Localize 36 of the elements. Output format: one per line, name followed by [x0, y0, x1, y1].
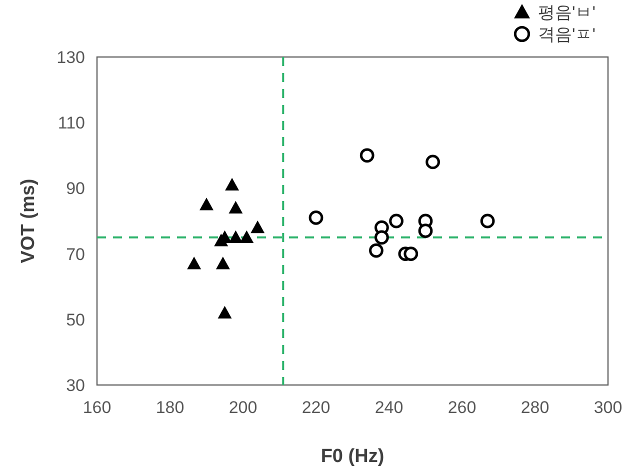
- x-tick-label: 200: [228, 398, 258, 417]
- point: [187, 256, 202, 270]
- x-tick-label: 260: [448, 398, 476, 417]
- point: [228, 230, 243, 243]
- point: [225, 178, 240, 191]
- point: [200, 198, 214, 210]
- point: [418, 224, 433, 238]
- point: [360, 148, 374, 163]
- point: [480, 214, 495, 228]
- x-tick-label: 280: [520, 398, 550, 417]
- y-tick-label: 130: [56, 48, 85, 67]
- point: [426, 154, 440, 170]
- point: [369, 243, 384, 258]
- point: [250, 220, 265, 234]
- x-tick-label: 300: [594, 398, 622, 417]
- x-tick-label: 240: [374, 398, 404, 417]
- x-axis-title: F0 (Hz): [320, 446, 384, 467]
- x-tick-label: 220: [302, 398, 330, 417]
- x-tick-label: 180: [156, 398, 184, 417]
- point: [228, 200, 243, 214]
- y-tick-label: 30: [66, 376, 85, 395]
- y-axis-title: VOT (ms): [18, 178, 39, 264]
- point: [389, 214, 404, 228]
- point: [216, 256, 230, 270]
- y-tick-label: 90: [66, 179, 85, 198]
- point: [240, 230, 254, 243]
- point: [308, 210, 324, 225]
- y-tick-label: 110: [58, 114, 85, 133]
- point: [404, 246, 418, 261]
- point: [218, 306, 232, 318]
- y-tick-label: 70: [66, 244, 85, 264]
- x-tick-label: 160: [82, 398, 112, 417]
- legend-label: 평음'ㅂ': [538, 3, 596, 22]
- legend-label: 격음'ㅍ': [538, 25, 596, 44]
- point: [374, 230, 389, 245]
- y-tick-label: 50: [66, 310, 85, 330]
